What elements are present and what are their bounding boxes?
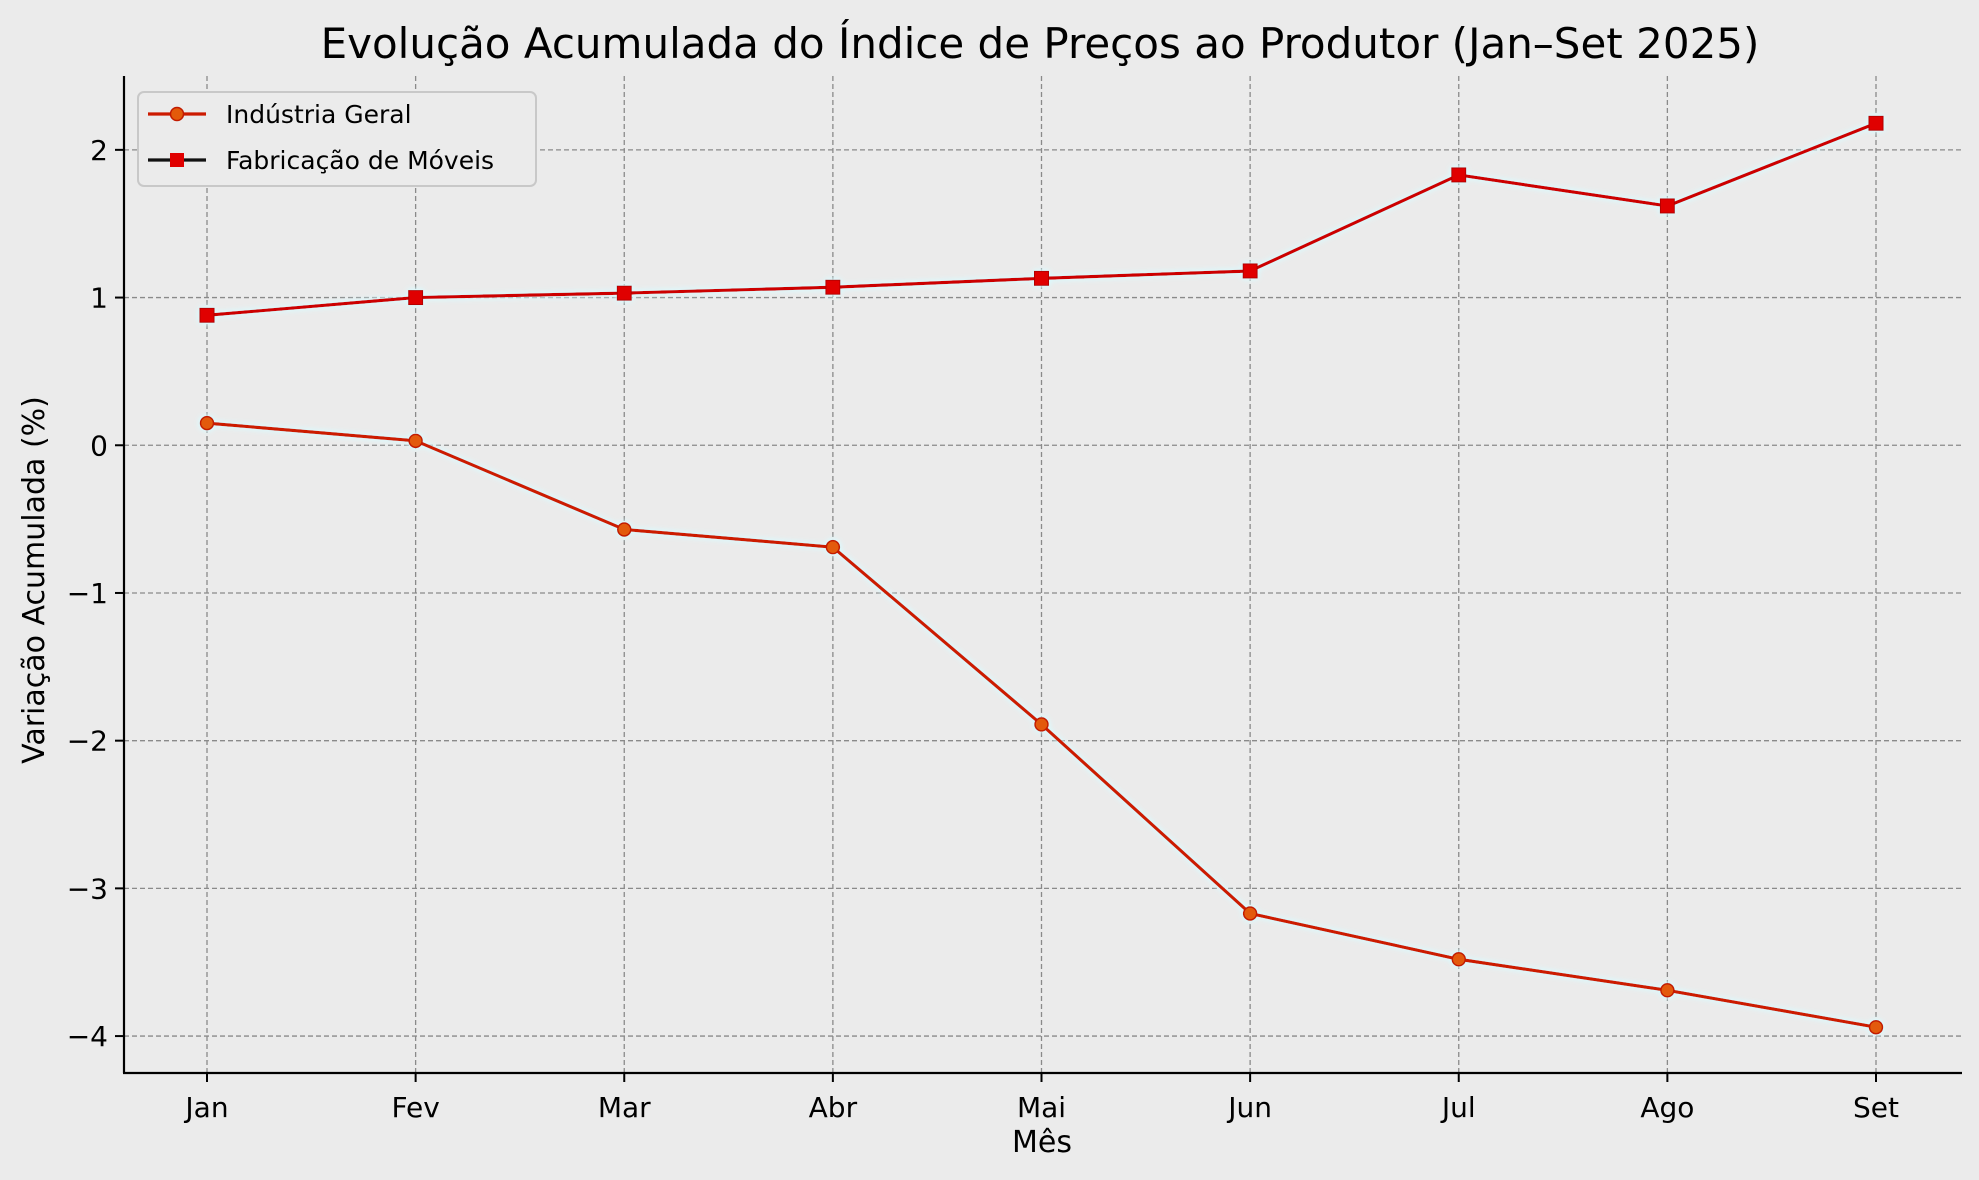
data-point	[408, 433, 423, 449]
data-point	[1451, 167, 1467, 183]
legend-label: Fabricação de Móveis	[226, 146, 494, 175]
data-point	[1659, 198, 1675, 214]
y-tick-label: −1	[67, 577, 108, 610]
data-point	[1660, 983, 1675, 998]
data-point	[1242, 263, 1258, 279]
legend-marker	[170, 153, 184, 167]
data-point	[825, 279, 841, 295]
legend: Indústria Geral Fabricação de Móveis	[137, 91, 537, 187]
data-point	[1451, 952, 1466, 967]
legend-marker	[169, 106, 185, 122]
data-point	[1868, 115, 1884, 131]
y-axis-label: Variação Acumulada (%)	[17, 396, 52, 764]
data-point	[1242, 906, 1258, 921]
legend-label: Indústria Geral	[226, 100, 412, 129]
x-tick-label: Abr	[809, 1091, 858, 1124]
x-tick-label: Jun	[1226, 1091, 1272, 1124]
y-tick-label: −4	[67, 1020, 108, 1053]
x-tick-label: Jul	[1440, 1091, 1476, 1124]
y-tick-label: 1	[90, 282, 108, 315]
data-point	[825, 539, 841, 555]
x-tick-label: Set	[1853, 1091, 1899, 1124]
y-tick-label: 2	[90, 134, 108, 167]
y-tick-label: 0	[90, 429, 108, 462]
data-point	[1034, 270, 1049, 286]
legend-box	[137, 91, 537, 187]
chart-title: Evolução Acumulada do Índice de Preços a…	[321, 18, 1760, 68]
x-tick-label: Mar	[598, 1091, 651, 1124]
data-point	[616, 285, 632, 301]
y-ticks: 2 1 0 −1 −2 −3 −4	[67, 134, 124, 1053]
x-tick-label: Jan	[183, 1091, 228, 1124]
x-tick-label: Mai	[1017, 1091, 1066, 1124]
data-point	[408, 290, 424, 306]
y-tick-label: −3	[67, 872, 108, 905]
x-tick-label: Ago	[1640, 1091, 1694, 1124]
series-layer	[199, 115, 1884, 1035]
grid-lines	[124, 76, 1962, 1073]
x-tick-label: Fev	[391, 1091, 439, 1124]
y-tick-label: −2	[67, 725, 108, 758]
x-ticks: Jan Fev Mar Abr Mai Jun Jul Ago Set	[183, 1073, 1899, 1124]
data-point	[199, 307, 215, 323]
data-point	[199, 415, 215, 431]
data-point	[1868, 1019, 1884, 1035]
x-axis-label: Mês	[1012, 1125, 1072, 1160]
data-point	[617, 522, 632, 537]
data-point	[1034, 717, 1049, 732]
